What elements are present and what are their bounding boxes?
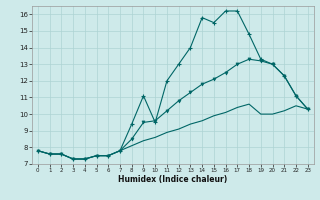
X-axis label: Humidex (Indice chaleur): Humidex (Indice chaleur) bbox=[118, 175, 228, 184]
